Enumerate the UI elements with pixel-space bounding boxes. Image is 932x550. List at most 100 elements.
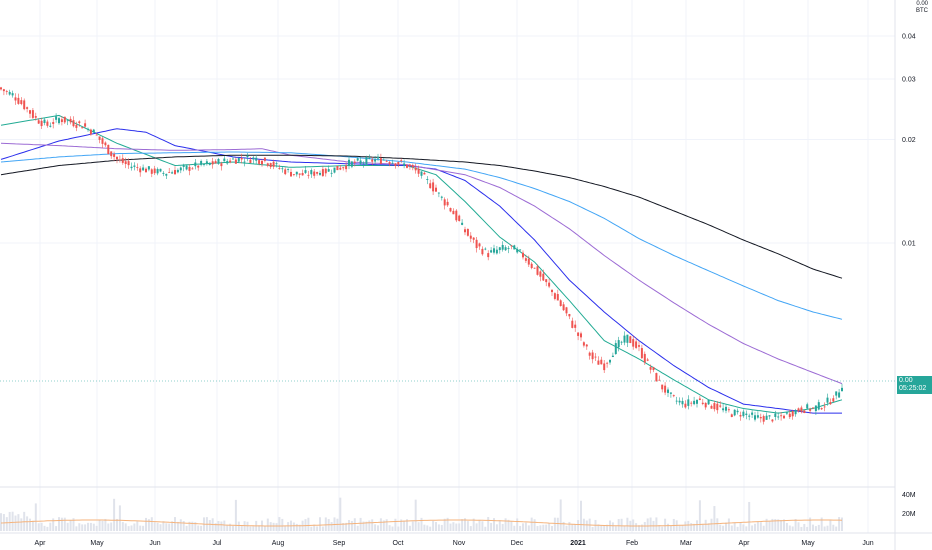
- candle-body: [423, 172, 426, 175]
- candle-body: [29, 110, 31, 114]
- time-tick-label: Jun: [149, 540, 160, 547]
- volume-bar: [530, 517, 533, 531]
- volume-bar: [382, 520, 385, 531]
- volume-bar: [362, 521, 365, 531]
- candle-body: [464, 229, 466, 233]
- volume-bar: [365, 521, 368, 531]
- candle-body: [295, 171, 298, 175]
- candle-body: [446, 201, 449, 206]
- volume-bar: [385, 519, 388, 531]
- candle-body: [78, 121, 81, 123]
- candle-body: [14, 97, 17, 101]
- candle-body: [72, 120, 75, 127]
- candle-body: [426, 179, 429, 180]
- volume-bar: [223, 520, 226, 531]
- candle-body: [214, 161, 217, 164]
- volume-bar: [542, 524, 545, 531]
- time-axis[interactable]: Apr May Jun Jul Aug Sep Oct Nov Dec 2021 Feb Mar Apr…: [35, 540, 874, 547]
- candle-body: [556, 294, 559, 301]
- candle-body: [449, 208, 452, 212]
- candle-body: [142, 167, 145, 171]
- candle-body: [414, 167, 417, 171]
- candle-body: [220, 163, 223, 167]
- candle-body: [403, 163, 406, 166]
- volume-bar: [838, 517, 841, 531]
- candle-body: [739, 415, 742, 417]
- candle-body: [539, 271, 542, 277]
- volume-bar: [406, 519, 408, 531]
- volume-bar: [194, 522, 197, 531]
- volume-bar: [60, 517, 63, 531]
- time-tick-label: 2021: [570, 540, 586, 547]
- candle-body: [458, 215, 461, 222]
- time-tick-label: May: [90, 540, 104, 547]
- candle-body: [762, 416, 765, 422]
- candle-body: [524, 258, 527, 261]
- volume-bar: [771, 518, 774, 531]
- volume-bar: [81, 524, 84, 531]
- volume-bar: [751, 525, 754, 531]
- volume-bar: [783, 519, 785, 531]
- candle-body: [681, 400, 684, 405]
- volume-bar: [672, 518, 675, 531]
- candle-body: [609, 359, 611, 363]
- candle-body: [452, 210, 455, 215]
- candle-body: [493, 248, 495, 253]
- volume-bar: [182, 521, 185, 531]
- volume-bar: [156, 522, 159, 531]
- candle-body: [440, 196, 443, 198]
- volume-bar: [145, 517, 147, 531]
- volume-bar: [104, 518, 107, 531]
- candle-body: [620, 341, 623, 343]
- candle-body: [156, 168, 159, 174]
- volume-bar: [704, 519, 707, 531]
- volume-bar: [139, 525, 142, 531]
- volume-bar: [635, 523, 638, 531]
- candle-body: [324, 168, 327, 174]
- candle-body: [800, 407, 803, 412]
- candle-body: [249, 159, 252, 163]
- volume-bar: [681, 524, 684, 531]
- volume-bar: [426, 525, 429, 531]
- volume-bar: [690, 523, 693, 531]
- volume-bar: [49, 522, 52, 531]
- time-tick-label: Jul: [213, 540, 222, 547]
- price-axis[interactable]: 0.04 0.03 0.02 0.01: [902, 34, 916, 248]
- volume-bar: [11, 511, 14, 531]
- time-tick-label: Apr: [35, 540, 47, 547]
- last-price-countdown: 05:25:02: [899, 385, 927, 392]
- volume-bar: [777, 519, 780, 531]
- volume-bar: [812, 524, 814, 531]
- candle-body: [182, 165, 185, 167]
- volume-bar: [829, 519, 832, 531]
- volume-bar: [678, 524, 681, 531]
- candle-body: [110, 151, 113, 157]
- volume-bar: [34, 503, 37, 531]
- candle-body: [130, 166, 133, 169]
- candle-body: [519, 249, 522, 251]
- candle-body: [394, 163, 397, 166]
- candle-body: [400, 160, 403, 162]
- candle-body: [507, 248, 510, 249]
- candle-body: [417, 168, 420, 174]
- volume-bar: [640, 524, 643, 531]
- candle-body: [658, 379, 661, 381]
- last-price-tag: 0.00 05:25:02: [897, 376, 932, 394]
- candle-body: [783, 415, 785, 419]
- volume-bar: [748, 501, 751, 531]
- volume-bar: [469, 526, 472, 531]
- candle-body: [461, 222, 464, 225]
- candle-body: [710, 405, 713, 409]
- volume-bar: [232, 525, 234, 531]
- volume-bar: [26, 516, 29, 531]
- candle-body: [101, 138, 104, 144]
- candle-body: [87, 128, 89, 130]
- candle-body: [60, 119, 63, 123]
- candle-body: [319, 172, 321, 175]
- volume-bar: [130, 525, 133, 531]
- volume-bar: [727, 518, 730, 531]
- candle-body: [696, 399, 698, 404]
- volume-bar: [63, 517, 66, 531]
- candle-body: [597, 360, 600, 365]
